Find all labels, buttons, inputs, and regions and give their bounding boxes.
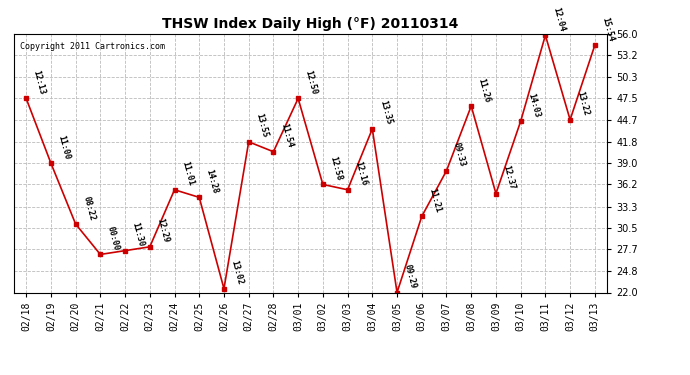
Text: 12:58: 12:58 [328,155,344,182]
Text: 12:16: 12:16 [353,160,368,187]
Text: 13:22: 13:22 [575,90,591,117]
Title: THSW Index Daily High (°F) 20110314: THSW Index Daily High (°F) 20110314 [162,17,459,31]
Text: 14:03: 14:03 [526,92,542,118]
Text: 12:50: 12:50 [304,69,319,96]
Text: 11:01: 11:01 [180,160,195,187]
Text: 12:37: 12:37 [502,164,517,191]
Text: 11:30: 11:30 [130,221,146,248]
Text: 00:00: 00:00 [106,225,121,252]
Text: 08:22: 08:22 [81,195,97,221]
Text: 11:54: 11:54 [279,123,294,149]
Text: 11:00: 11:00 [57,134,72,160]
Text: 13:55: 13:55 [254,112,269,139]
Text: 09:33: 09:33 [452,141,467,168]
Text: 12:29: 12:29 [155,217,170,244]
Text: 09:29: 09:29 [402,263,417,290]
Text: 12:13: 12:13 [32,69,47,96]
Text: 11:26: 11:26 [477,77,492,103]
Text: 12:04: 12:04 [551,6,566,33]
Text: 14:28: 14:28 [205,168,220,195]
Text: Copyright 2011 Cartronics.com: Copyright 2011 Cartronics.com [20,42,165,51]
Text: 15:54: 15:54 [600,16,615,42]
Text: 11:21: 11:21 [427,187,442,214]
Text: 13:02: 13:02 [230,260,245,286]
Text: 13:35: 13:35 [378,100,393,126]
